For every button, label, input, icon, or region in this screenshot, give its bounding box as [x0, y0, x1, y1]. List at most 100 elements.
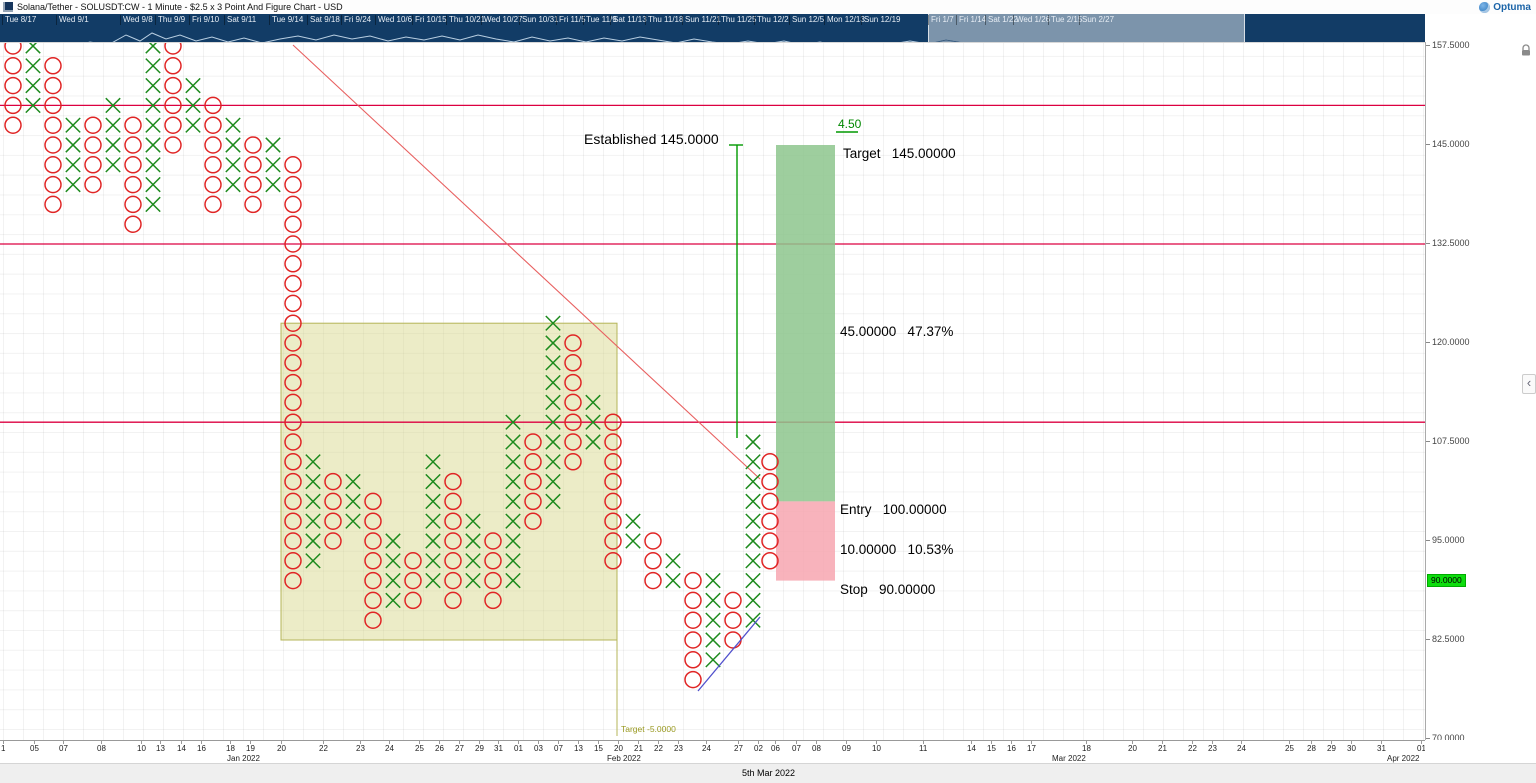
time-axis-day-label: 07: [554, 741, 563, 753]
price-axis-label: 107.5000: [1426, 436, 1470, 446]
trade-target-label[interactable]: Target 145.00000: [843, 146, 956, 161]
pnf-column-x: [105, 97, 121, 173]
nav-date-label[interactable]: Thu 11/18: [645, 15, 683, 25]
time-axis-day-label: 20: [277, 741, 286, 753]
pnf-column-o: [404, 552, 422, 610]
nav-date-label[interactable]: Fri 9/24: [341, 15, 371, 25]
trade-reward-zone[interactable]: [776, 145, 835, 502]
pnf-column-x: [265, 137, 281, 193]
pnf-column-x: [145, 43, 161, 213]
nav-date-label[interactable]: Fri 1/14: [956, 15, 986, 25]
nav-date-label[interactable]: Sat 9/18: [307, 15, 340, 25]
time-axis-day-label: 28: [1307, 741, 1316, 753]
collapse-panel-chevron-icon[interactable]: ‹: [1522, 374, 1536, 394]
nav-date-label[interactable]: Sat 11/13: [610, 15, 647, 25]
pnf-column-x: [305, 454, 321, 569]
time-axis-day-label: 18: [226, 741, 235, 753]
nav-date-label[interactable]: Wed 9/1: [56, 15, 89, 25]
chart-canvas[interactable]: Established 145.0000 4.50 Target 145.000…: [0, 42, 1425, 741]
pnf-column-x: [385, 533, 401, 609]
time-axis-day-label: 23: [356, 741, 365, 753]
support-trendline[interactable]: [697, 616, 761, 692]
trade-entry-label[interactable]: Entry 100.00000: [840, 502, 947, 517]
pnf-column-o: [244, 136, 262, 214]
nav-date-label[interactable]: Fri 9/10: [189, 15, 219, 25]
nav-date-label[interactable]: Sat 1/22: [985, 15, 1018, 25]
nav-sparkline: [88, 32, 962, 42]
pnf-column-x: [465, 513, 481, 589]
lock-icon[interactable]: [1520, 44, 1532, 57]
pnf-column-x: [25, 43, 41, 114]
nav-date-label[interactable]: Sun 12/5: [789, 15, 824, 25]
trade-stop-label[interactable]: Stop 90.00000: [840, 582, 936, 597]
time-axis-day-label: 24: [702, 741, 711, 753]
price-axis-label: 145.0000: [1426, 139, 1470, 149]
optuma-logo: Optuma: [1479, 0, 1531, 14]
nav-date-label[interactable]: Sun 11/21: [682, 15, 721, 25]
nav-date-label[interactable]: Thu 9/9: [155, 15, 185, 25]
time-axis-day-label: 24: [1237, 741, 1246, 753]
price-axis-label: 157.5000: [1426, 40, 1470, 50]
pnf-column-o: [124, 116, 142, 233]
nav-date-label[interactable]: Tue 2/15: [1048, 15, 1082, 25]
time-axis-day-label: 10: [137, 741, 146, 753]
nav-date-label[interactable]: Tue 11/9: [583, 15, 617, 25]
time-axis-day-label: 26: [435, 741, 444, 753]
time-axis-day-label: 25: [1285, 741, 1294, 753]
pnf-column-o: [4, 43, 22, 134]
chart-window-icon: [3, 2, 13, 12]
time-axis[interactable]: 1 05 07 08 10 13 14 16 18 19 20 22 23 24 25 26 27 29 31 01 0…: [0, 740, 1426, 764]
downtrend-line[interactable]: [292, 44, 761, 480]
nav-date-label[interactable]: Thu 10/21: [446, 15, 485, 25]
nav-date-label[interactable]: Thu 11/25: [718, 15, 756, 25]
time-axis-day-label: 20: [1128, 741, 1137, 753]
pnf-column-o: [524, 433, 542, 530]
nav-date-label[interactable]: Sat 9/11: [224, 15, 256, 25]
time-axis-day-label: 11: [919, 741, 928, 753]
nav-date-label[interactable]: Fri 11/5: [556, 15, 586, 25]
time-axis-day-label: 05: [30, 741, 39, 753]
pnf-column-o: [364, 492, 382, 629]
nav-date-label[interactable]: Fri 1/7: [928, 15, 954, 25]
visible-range-window[interactable]: [928, 14, 1245, 42]
time-axis-day-label: 01: [1417, 741, 1426, 753]
time-axis-day-label: 17: [1027, 741, 1036, 753]
nav-date-label[interactable]: Sun 12/19: [861, 15, 900, 25]
nav-date-label[interactable]: Wed 9/8: [120, 15, 153, 25]
nav-date-label[interactable]: Sun 2/27: [1079, 15, 1114, 25]
pnf-chart-layer: [0, 43, 1425, 736]
consolidation-box[interactable]: [280, 322, 618, 641]
time-axis-month-label: Jan 2022: [227, 754, 260, 763]
nav-date-label[interactable]: Wed 1/26: [1013, 15, 1050, 25]
pnf-column-o: [484, 532, 502, 610]
time-axis-day-label: 18: [1082, 741, 1091, 753]
time-axis-day-label: 02: [754, 741, 763, 753]
price-axis[interactable]: 157.5000 145.0000 132.5000 120.0000 107.5000…: [1425, 40, 1536, 743]
established-level-label[interactable]: Established 145.0000: [584, 131, 719, 147]
pnf-column-o: [84, 116, 102, 194]
nav-date-label[interactable]: Sun 10/31: [519, 15, 558, 25]
nav-date-label[interactable]: Tue 8/17: [2, 15, 36, 25]
pnf-column-o: [684, 571, 702, 689]
pnf-column-x: [185, 77, 201, 133]
nav-date-label[interactable]: Fri 10/15: [412, 15, 447, 25]
nav-date-label[interactable]: Wed 10/6: [375, 15, 412, 25]
time-axis-day-label: 16: [1007, 741, 1016, 753]
time-axis-day-label: 21: [1158, 741, 1167, 753]
pnf-column-o: [724, 591, 742, 649]
pnf-column-o: [204, 96, 222, 214]
nav-date-label[interactable]: Mon 12/13: [824, 15, 865, 25]
pnf-column-o: [444, 472, 462, 610]
nav-date-label[interactable]: Wed 10/27: [481, 15, 523, 25]
nav-date-label[interactable]: Thu 12/2: [754, 15, 789, 25]
date-range-navigator[interactable]: Tue 8/17 Wed 9/1 Wed 9/8 Thu 9/9 Fri 9/10 Sat…: [0, 14, 1425, 43]
trade-gain-label: 45.00000 47.37%: [840, 324, 954, 339]
trade-risk-zone[interactable]: [776, 501, 835, 581]
nav-date-label[interactable]: Tue 9/14: [269, 15, 303, 25]
established-value-label: 4.50: [838, 117, 862, 131]
pnf-column-o: [324, 472, 342, 550]
time-axis-day-label: 24: [385, 741, 394, 753]
time-axis-day-label: 16: [197, 741, 206, 753]
cursor-date-label: 5th Mar 2022: [742, 768, 796, 778]
time-axis-day-label: 23: [674, 741, 683, 753]
